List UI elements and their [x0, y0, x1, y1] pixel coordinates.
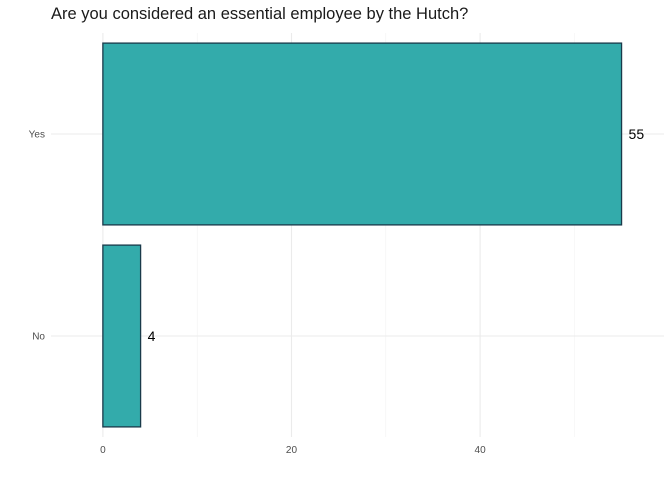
data-label-no: 4 — [148, 328, 156, 344]
bars-layer — [102, 42, 623, 428]
bar-yes — [102, 42, 623, 226]
x-axis-ticks: 0 20 40 — [100, 445, 486, 456]
bar-no — [102, 244, 142, 428]
data-label-yes: 55 — [629, 126, 645, 142]
x-tick-label: 40 — [475, 445, 487, 456]
x-tick-label: 0 — [100, 445, 106, 456]
x-tick-label: 20 — [286, 445, 298, 456]
y-axis-ticks: Yes No — [29, 130, 46, 343]
data-labels-layer: 55 4 — [148, 126, 645, 344]
y-tick-label: Yes — [29, 130, 45, 141]
y-tick-label: No — [32, 332, 45, 343]
chart-title: Are you considered an essential employee… — [51, 5, 469, 23]
